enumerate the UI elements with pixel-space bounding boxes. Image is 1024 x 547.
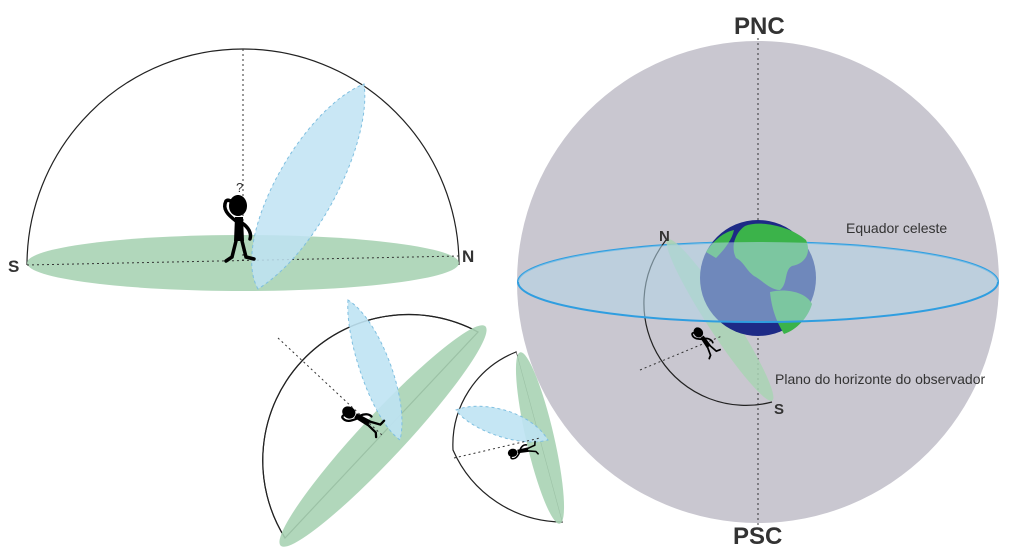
- south-north-line: [26, 255, 460, 266]
- sphere-south-label: S: [774, 401, 784, 418]
- small-meridian-plane: [455, 405, 549, 443]
- psc-label: PSC: [733, 523, 782, 547]
- celestial-equator-plane: [518, 242, 998, 322]
- celestial-sphere: PNC PSC Equador celeste Plano do horizon…: [517, 13, 999, 547]
- horizon-plane-ellipse: [27, 235, 459, 291]
- tilted-meridian-plane: [347, 299, 403, 441]
- question-mark: ?: [236, 180, 243, 195]
- tilted-horizon-plane: [279, 325, 487, 547]
- sphere-north-label: N: [659, 228, 670, 245]
- meridian-plane: [251, 83, 366, 290]
- horizon-dome-tilted-small: [452, 350, 565, 524]
- horizon-dome-upright: ? S N: [8, 48, 474, 291]
- equator-label: Equador celeste: [846, 220, 947, 236]
- dome-north-label: N: [462, 247, 474, 266]
- pnc-label: PNC: [734, 13, 785, 40]
- dome-south-label: S: [8, 257, 19, 276]
- horizon-dome-tilted-medium: [262, 299, 487, 547]
- horizon-plane-label: Plano do horizonte do observador: [775, 371, 985, 387]
